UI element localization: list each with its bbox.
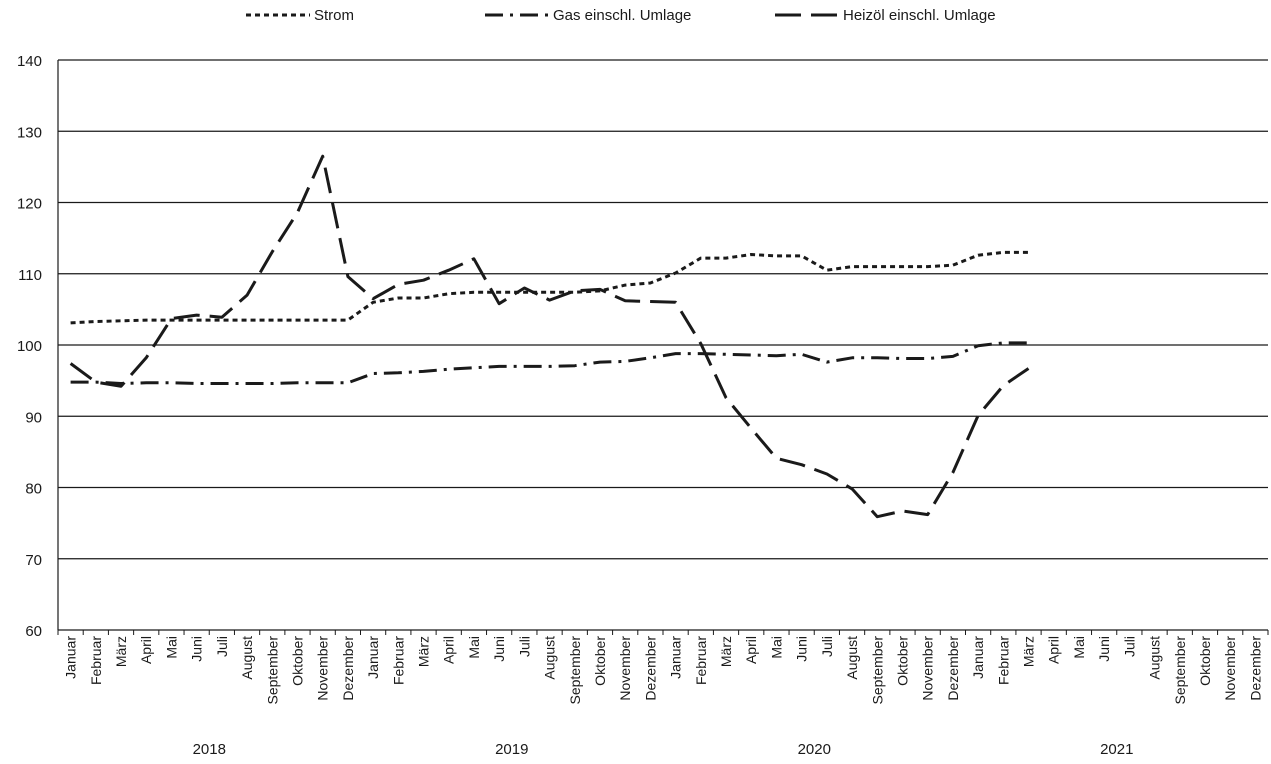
y-tick-label: 80 — [25, 481, 42, 498]
chart-legend: Strom Gas einschl. Umlage Heizöl einschl. … — [246, 7, 996, 24]
x-tick-label-month: Januar — [365, 636, 381, 679]
x-tick-label-month: Januar — [63, 636, 79, 679]
y-tick-label: 70 — [25, 552, 42, 569]
x-tick-label-month: Mai — [163, 636, 179, 659]
y-tick-label: 110 — [18, 267, 42, 284]
x-tick-label-month: September — [869, 636, 885, 705]
series-lines — [69, 154, 1030, 519]
x-year-label: 2021 — [1100, 741, 1133, 758]
x-axis: Januar Februar März April Mai Juni Juli August S… — [57, 630, 1269, 758]
x-tick-label-month: Oktober — [592, 636, 608, 686]
x-tick-label-month: April — [743, 636, 759, 664]
x-tick-label-month: Juli — [516, 636, 532, 657]
x-tick-label-month: Mai — [768, 636, 784, 659]
x-year-label: 2018 — [193, 741, 226, 758]
x-tick-label-month: Dezember — [1247, 636, 1263, 701]
x-tick-label-month: März — [1021, 636, 1037, 667]
x-tick-label-month: November — [1222, 636, 1238, 701]
x-tick-label-month: Oktober — [289, 636, 305, 686]
x-tick-label-month: Februar — [390, 636, 406, 685]
y-tick-label: 90 — [25, 409, 42, 426]
x-tick-label-month: März — [113, 636, 129, 667]
x-tick-label-month: November — [617, 636, 633, 701]
y-tick-label: 100 — [17, 338, 42, 355]
x-tick-label-month: Juni — [1096, 636, 1112, 662]
x-tick-label-month: Juli — [214, 636, 230, 657]
x-tick-label-month: Dezember — [945, 636, 961, 701]
x-tick-label-month: August — [239, 636, 255, 680]
x-tick-label-month: September — [567, 636, 583, 705]
x-tick-label-month: Februar — [693, 636, 709, 685]
x-tick-label-month: Februar — [88, 636, 104, 685]
x-tick-label-month: Oktober — [894, 636, 910, 686]
x-tick-label-month: Juni — [189, 636, 205, 662]
gridlines — [58, 59, 1268, 631]
x-tick-label-month: Mai — [1071, 636, 1087, 659]
y-tick-label: 140 — [17, 53, 42, 70]
x-tick-label-month: Dezember — [642, 636, 658, 701]
x-tick-label-month: November — [315, 636, 331, 701]
x-tick-label-month: Juli — [1121, 636, 1137, 657]
y-tick-label: 60 — [25, 623, 42, 640]
x-tick-label-month: Januar — [970, 636, 986, 679]
legend-label: Heizöl einschl. Umlage — [843, 7, 996, 24]
y-tick-label: 130 — [17, 124, 42, 141]
x-tick-label-month: August — [1147, 636, 1163, 680]
x-tick-label-month: Oktober — [1197, 636, 1213, 686]
x-tick-label-month: März — [416, 636, 432, 667]
legend-label: Gas einschl. Umlage — [553, 7, 691, 24]
x-tick-label-month: September — [264, 636, 280, 705]
x-tick-label-month: Februar — [995, 636, 1011, 685]
x-tick-label-month: Mai — [466, 636, 482, 659]
x-tick-label-month: Juni — [491, 636, 507, 662]
series-line-0 — [70, 250, 1029, 325]
x-tick-label-month: August — [542, 636, 558, 680]
legend-label: Strom — [314, 7, 354, 24]
y-axis: 60 70 80 90 100 110 120 130 140 — [17, 53, 59, 640]
series-line-2 — [69, 154, 1030, 519]
x-year-label: 2020 — [798, 741, 831, 758]
x-tick-label-month: April — [1046, 636, 1062, 664]
y-tick-label: 120 — [17, 196, 42, 213]
x-tick-label-month: November — [920, 636, 936, 701]
x-tick-label-month: September — [1172, 636, 1188, 705]
x-tick-label-month: April — [138, 636, 154, 664]
x-tick-label-month: Januar — [668, 636, 684, 679]
x-tick-label-month: Juli — [819, 636, 835, 657]
x-tick-label-month: März — [718, 636, 734, 667]
x-tick-label-month: April — [441, 636, 457, 664]
x-tick-label-month: August — [844, 636, 860, 680]
x-year-label: 2019 — [495, 741, 528, 758]
x-tick-label-month: Juni — [794, 636, 810, 662]
series-line-1 — [70, 341, 1029, 385]
x-tick-label-month: Dezember — [340, 636, 356, 701]
